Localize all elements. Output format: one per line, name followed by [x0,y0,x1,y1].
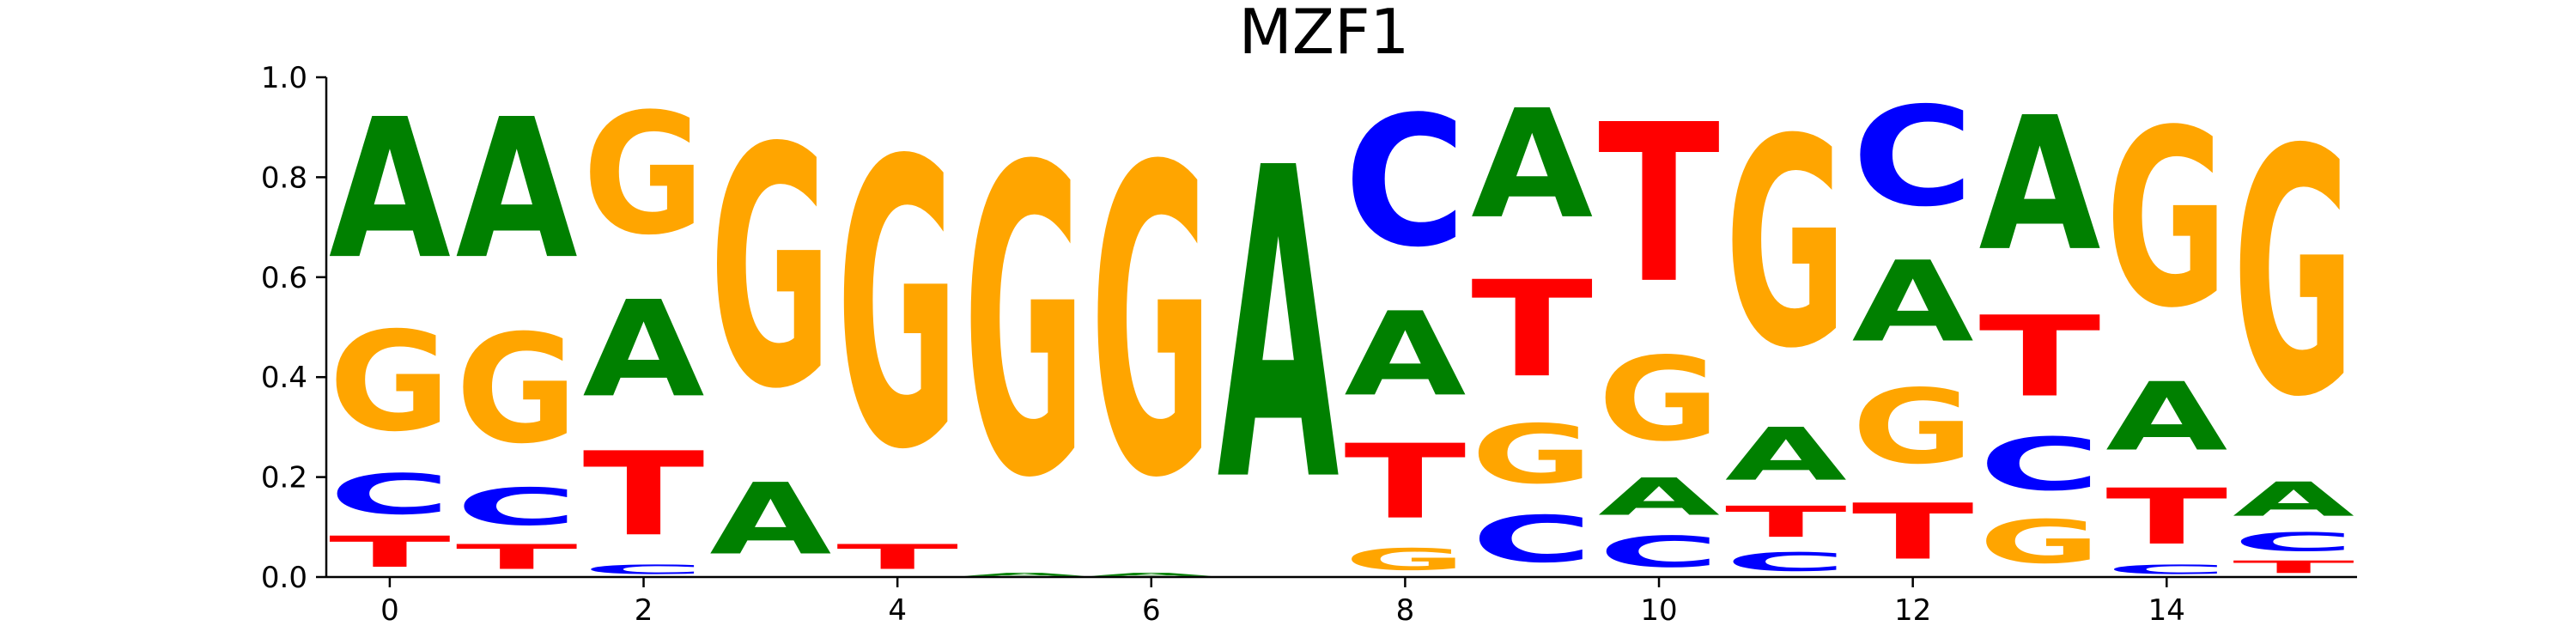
logo-letter-G-pos-13: G [1979,507,2101,577]
logo-letter-C-pos-14: C [2105,562,2227,577]
logo-letter-A-pos-2: A [583,272,705,426]
logo-letter-T-pos-13: T [1979,292,2101,422]
logo-letter-C-pos-13: C [1979,422,2101,507]
logo-letter-T-pos-0: T [329,527,451,577]
logo-letter-G-pos-15: G [2233,77,2354,471]
logo-letter-C-pos-11: C [1725,547,1847,577]
logo-letter-A-pos-7: A [1218,79,1340,576]
logo-letter-C-pos-9: C [1471,502,1593,577]
y-tick-label: 0.0 [261,561,307,595]
logo-letter-A-pos-3: A [709,463,831,577]
x-tick-label: 0 [380,593,399,628]
logo-letter-A-pos-12: A [1852,238,1974,367]
logo-letter-T-pos-14: T [2105,472,2227,562]
logo-letter-A-pos-6: A [1091,572,1212,577]
logo-letter-G-pos-0: G [329,303,451,462]
x-tick-label: 6 [1142,593,1161,628]
logo-letter-A-pos-1: A [456,78,578,301]
logo-letter-A-pos-15: A [2233,472,2354,527]
logo-letter-G-pos-1: G [456,302,578,477]
logo-letter-T-pos-1: T [456,538,578,577]
logo-letter-T-pos-11: T [1725,497,1847,547]
logo-letter-T-pos-10: T [1598,78,1720,331]
x-tick-label: 10 [1640,593,1677,628]
x-tick-label: 14 [2148,593,2185,628]
logo-letter-A-pos-5: A [963,572,1085,577]
x-tick-label: 12 [1894,593,1931,628]
logo-letter-A-pos-11: A [1725,412,1847,497]
logo-letter-G-pos-4: G [836,78,958,536]
logo-letter-T-pos-8: T [1344,422,1466,542]
x-tick-label: 8 [1396,593,1415,628]
logo-letter-T-pos-15: T [2233,557,2354,577]
y-tick-label: 0.8 [261,161,307,195]
logo-letter-A-pos-14: A [2105,362,2227,472]
logo-letter-T-pos-9: T [1471,253,1593,407]
y-tick-label: 0.6 [261,261,307,295]
logo-letter-G-pos-2: G [583,78,705,272]
x-tick-label: 4 [888,593,907,628]
logo-letter-C-pos-10: C [1598,527,1720,577]
logo-letter-C-pos-12: C [1852,78,1974,237]
logo-letter-G-pos-8: G [1344,543,1466,577]
logo-letter-G-pos-14: G [2105,79,2227,362]
x-tick-label: 2 [635,593,653,628]
logo-letter-A-pos-13: A [1979,77,2101,291]
logo-letter-G-pos-9: G [1471,407,1593,501]
y-tick-label: 0.2 [261,461,307,495]
logo-letter-G-pos-11: G [1725,78,1847,411]
logo-letter-A-pos-10: A [1598,467,1720,527]
logo-letter-C-pos-2: C [583,562,705,577]
logo-letter-A-pos-8: A [1344,288,1466,422]
logo-letter-C-pos-8: C [1344,78,1466,287]
logo-letter-C-pos-15: C [2233,527,2354,557]
y-tick-label: 0.4 [261,361,307,395]
logo-letter-G-pos-12: G [1852,368,1974,487]
logo-letter-C-pos-0: C [329,462,451,526]
logo-letter-G-pos-3: G [709,79,831,462]
logo-letter-T-pos-2: T [583,428,705,562]
logo-letter-T-pos-12: T [1852,487,1974,577]
logo-letter-C-pos-1: C [456,477,578,538]
logo-letter-A-pos-9: A [1471,78,1593,252]
logo-letter-G-pos-10: G [1598,332,1720,467]
axes: 0.0 0.2 0.4 0.6 0.8 1.0 0 2 4 6 8 10 12 14 [261,61,2357,628]
logo-letter-A-pos-0: A [329,78,451,301]
logo-letter-G-pos-6: G [1091,79,1212,572]
chart-title: MZF1 [1239,0,1410,68]
logo-letter-G-pos-5: G [963,79,1085,572]
y-tick-label: 1.0 [261,61,307,95]
logo-letter-T-pos-4: T [836,538,958,577]
